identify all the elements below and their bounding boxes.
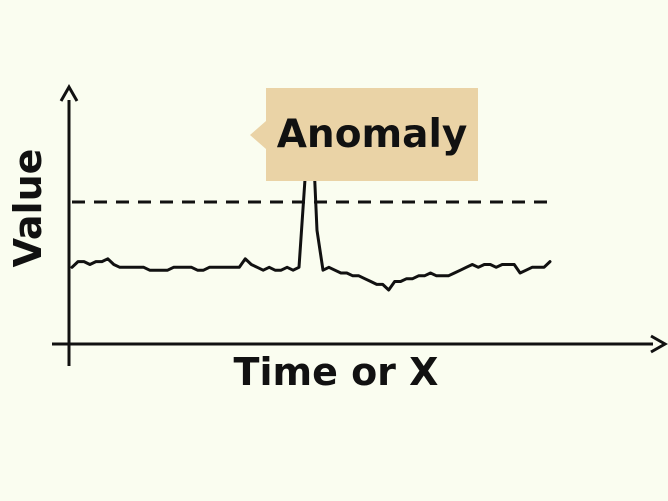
annotation-pointer <box>250 121 266 149</box>
y-axis <box>59 83 79 366</box>
x-axis-arrowhead <box>650 334 668 354</box>
x-axis <box>52 334 668 354</box>
annotation-label: Anomaly <box>276 112 468 157</box>
y-axis-arrowhead <box>59 83 79 102</box>
y-axis-label: Value <box>6 148 50 268</box>
x-axis-label: Time or X <box>233 350 439 394</box>
anomaly-annotation: Anomaly <box>266 88 478 181</box>
